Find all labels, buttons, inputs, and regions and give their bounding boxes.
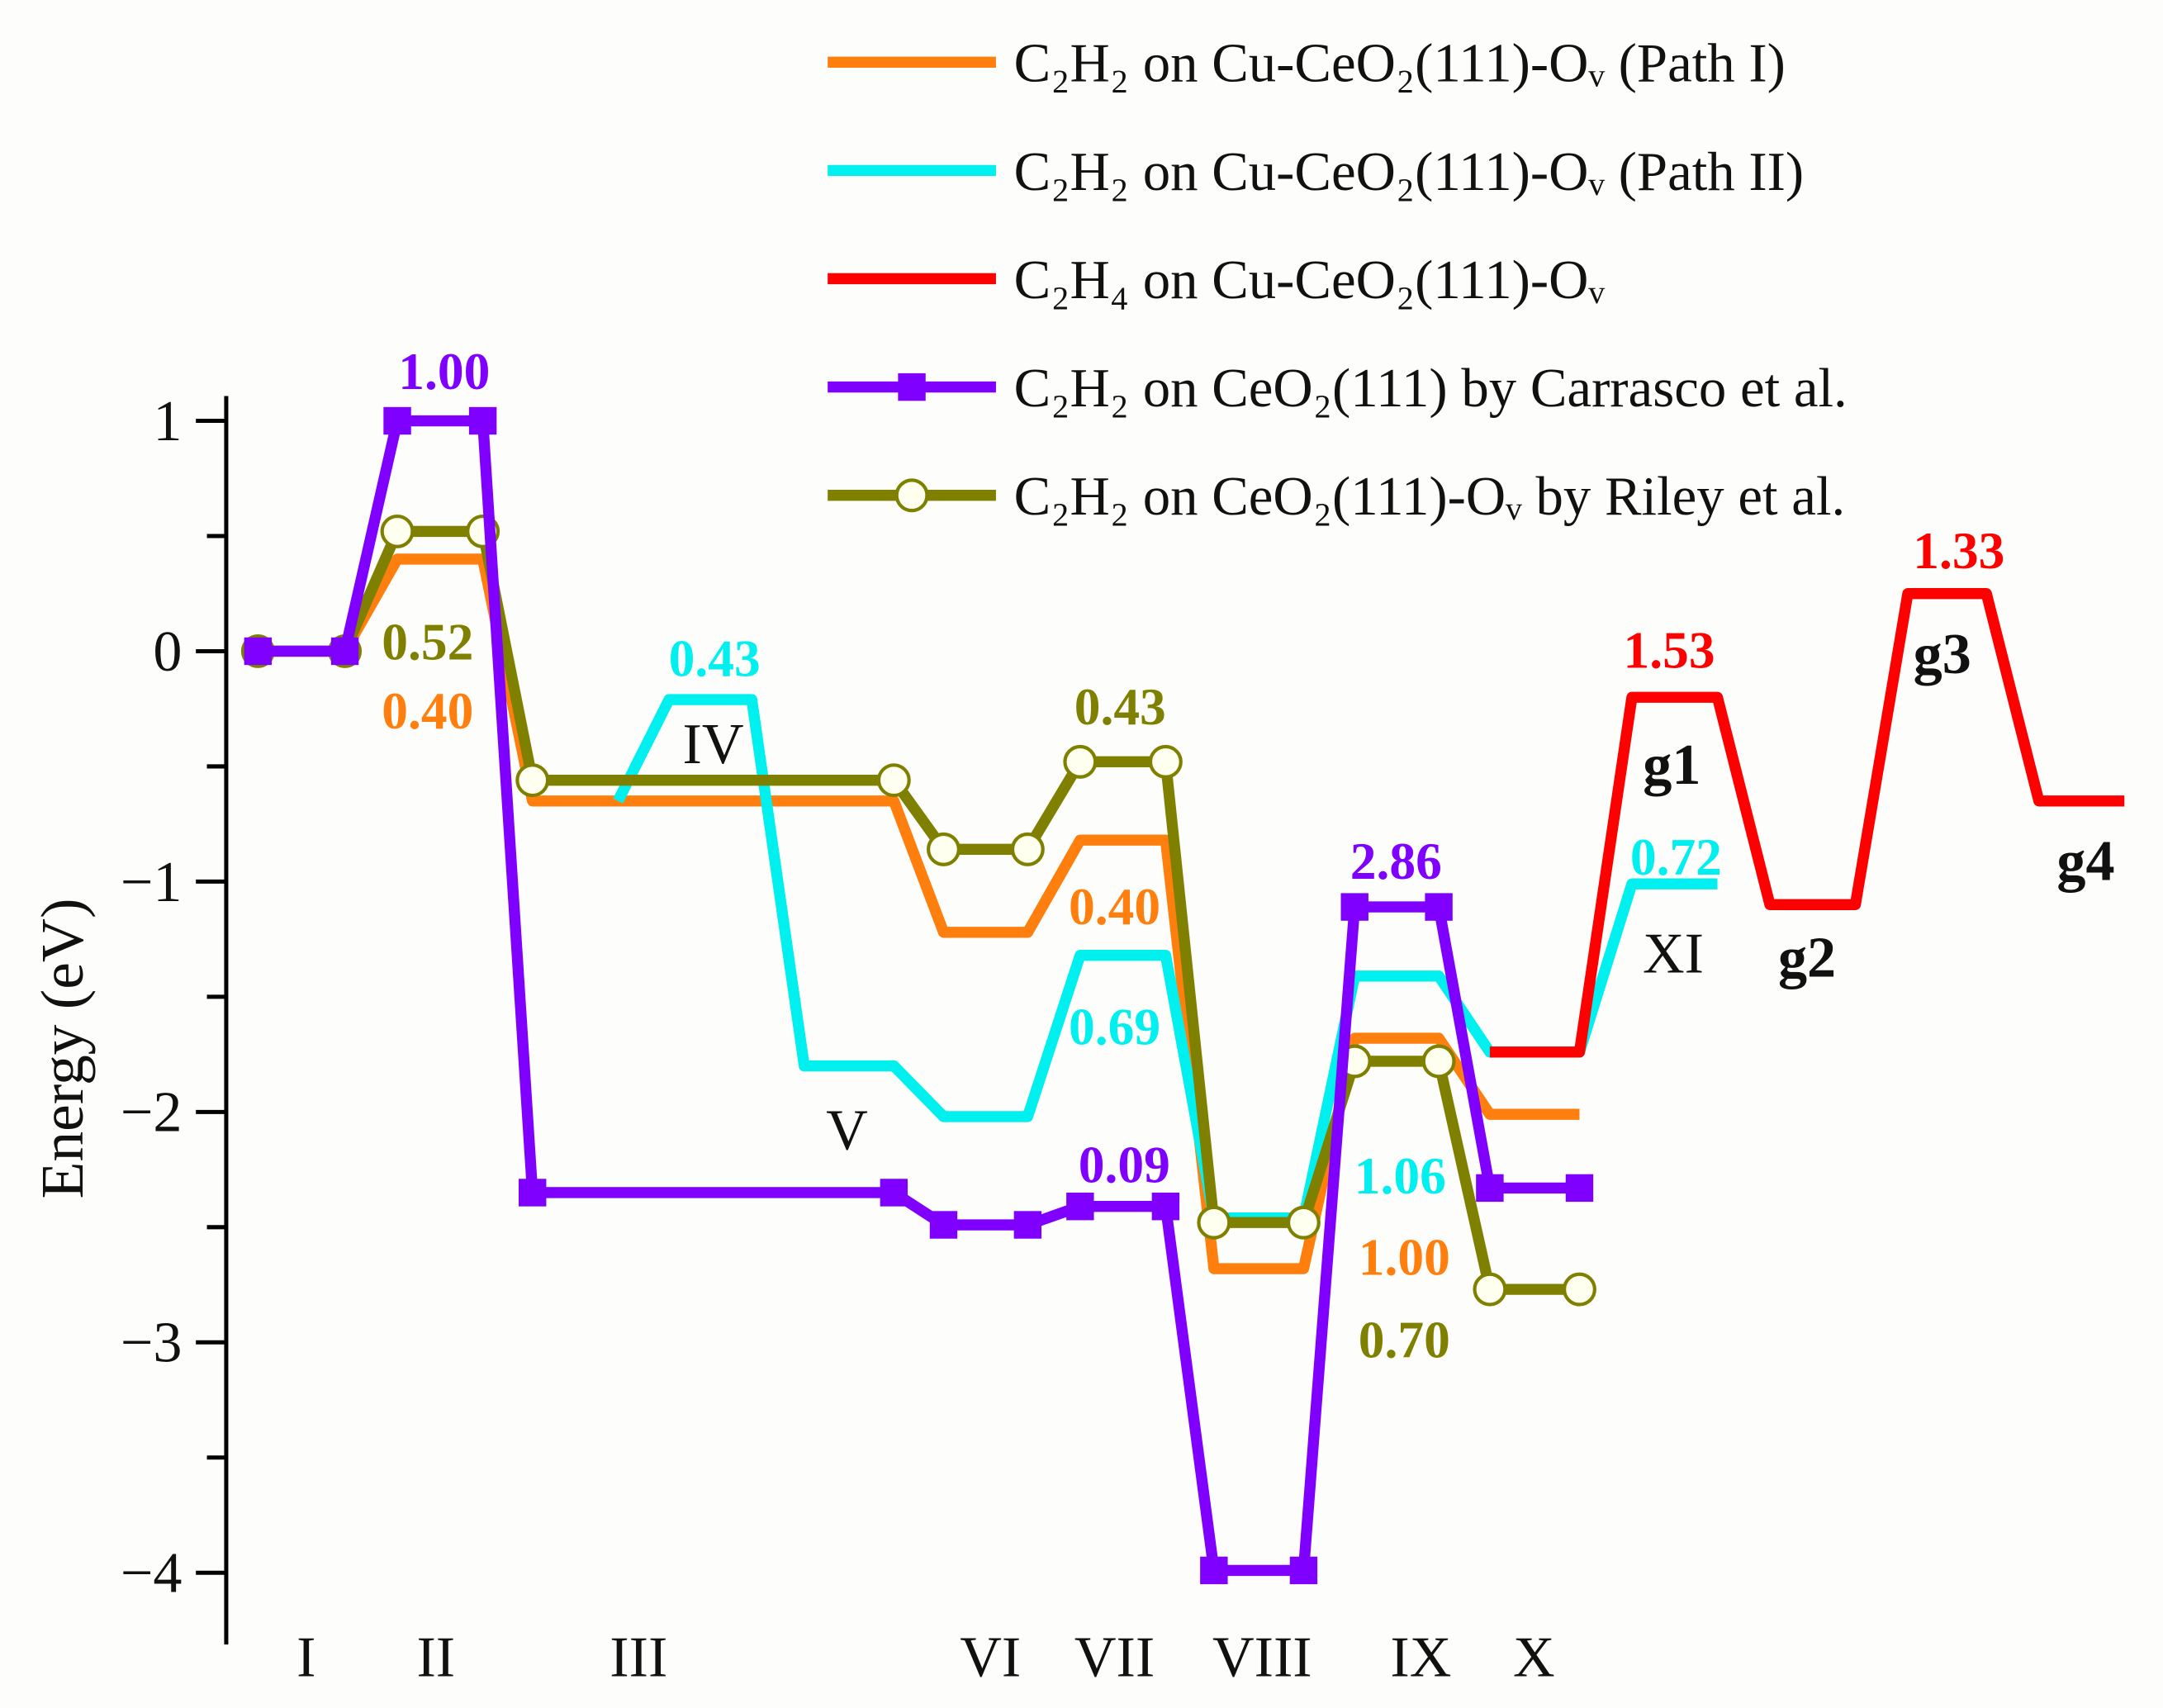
x-state-label: X [1513, 1625, 1555, 1689]
data-point-square [1151, 1193, 1180, 1221]
data-point-circle [380, 514, 415, 548]
y-tick-label: −4 [121, 1541, 183, 1606]
legend-item: C₂H₂ on Cu-CeO₂(111)-Oᵥ (Path II) [828, 141, 1804, 202]
state-label: g4 [2056, 829, 2114, 894]
data-point-square [1013, 1211, 1042, 1239]
legend-label: C₂H₄ on Cu-CeO₂(111)-Oᵥ [1014, 249, 1606, 311]
data-point-square [1476, 1174, 1504, 1203]
y-tick-label: −2 [121, 1080, 183, 1145]
data-point-circle [1421, 1044, 1456, 1079]
state-label: g3 [1914, 622, 1971, 686]
data-point-square [468, 406, 497, 435]
data-point-circle [1563, 1272, 1596, 1307]
x-state-label: VI [960, 1625, 1021, 1689]
x-state-label: IX [1390, 1625, 1451, 1689]
energy-barrier-label: 1.00 [1359, 1227, 1450, 1286]
legend-label: C₂H₂ on Cu-CeO₂(111)-Oᵥ (Path II) [1014, 141, 1804, 202]
energy-barrier-label: 1.06 [1354, 1146, 1446, 1205]
annotations: 1.00 0.52 0.40 0.43 0.43 0.40 0.69 0.09 2.86 1.06… [382, 342, 2114, 1369]
legend-label: C₂H₂ on CeO₂(111) by Carrasco et al. [1014, 358, 1848, 419]
energy-barrier-label: 0.40 [382, 681, 473, 740]
series-line [1489, 588, 2125, 1058]
energy-barrier-label: 0.43 [1074, 677, 1166, 736]
series-line [258, 553, 1580, 1274]
legend-item: C₂H₄ on Cu-CeO₂(111)-Oᵥ [828, 249, 1605, 311]
data-point-circle [1010, 832, 1045, 866]
state-label: g1 [1643, 733, 1701, 797]
state-label: g2 [1778, 926, 1836, 990]
legend-label: C₂H₂ on CeO₂(111)-Oᵥ by Riley et al. [1014, 466, 1846, 527]
x-state-label: I [296, 1625, 315, 1689]
data-point-square [330, 637, 359, 666]
legend-item: C₂H₂ on Cu-CeO₂(111)-Oᵥ (Path I) [828, 33, 1786, 94]
series-group [240, 406, 2125, 1585]
data-point-square [383, 406, 411, 435]
legend-item: C₂H₂ on CeO₂(111)-Oᵥ by Riley et al. [828, 466, 1845, 527]
data-point-square [1066, 1193, 1094, 1221]
state-label: IV [683, 712, 744, 776]
y-tick-label: −1 [121, 850, 183, 914]
data-point-circle [1148, 744, 1183, 779]
y-tick-label: 1 [153, 389, 182, 453]
energy-barrier-label: 2.86 [1350, 832, 1442, 890]
legend-label: C₂H₂ on Cu-CeO₂(111)-Oᵥ (Path I) [1014, 33, 1786, 94]
x-state-label: III [610, 1625, 667, 1689]
energy-barrier-label: 0.09 [1079, 1136, 1170, 1194]
data-point-circle [1063, 744, 1098, 779]
energy-barrier-label: 1.00 [398, 342, 490, 401]
series-line [258, 415, 1580, 1577]
data-point-square [244, 637, 273, 666]
legend-marker-square [898, 372, 926, 401]
data-point-circle [927, 832, 961, 866]
energy-barrier-label: 0.40 [1069, 877, 1160, 936]
energy-barrier-label: 0.70 [1359, 1311, 1450, 1369]
data-point-square [1289, 1556, 1318, 1585]
x-state-label: VIII [1212, 1625, 1312, 1689]
data-point-square [519, 1179, 547, 1207]
y-tick-label: 0 [153, 619, 182, 684]
data-point-square [880, 1179, 908, 1207]
data-point-circle [1473, 1272, 1507, 1307]
data-point-square [1565, 1174, 1594, 1203]
y-axis-title: Energy (eV) [29, 899, 96, 1199]
state-label: V [826, 1098, 868, 1162]
legend: C₂H₂ on Cu-CeO₂(111)-Oᵥ (Path I) C₂H₂ on … [828, 33, 1848, 527]
energy-barrier-label: 1.53 [1624, 621, 1715, 680]
data-point-square [1425, 893, 1453, 921]
data-point-circle [1286, 1205, 1321, 1240]
data-point-circle [876, 763, 911, 798]
data-point-square [1340, 893, 1368, 921]
data-point-circle [515, 763, 550, 798]
data-point-circle [1197, 1205, 1231, 1240]
legend-marker-circle [894, 478, 929, 513]
energy-barrier-label: 0.52 [382, 612, 473, 671]
energy-barrier-label: 1.33 [1913, 521, 2004, 580]
data-point-square [929, 1211, 958, 1239]
x-state-label: VII [1074, 1625, 1155, 1689]
energy-barrier-label: 0.72 [1630, 828, 1722, 886]
energy-barrier-label: 0.69 [1069, 997, 1160, 1056]
x-state-label: II [416, 1625, 455, 1689]
y-tick-label: −3 [121, 1311, 183, 1375]
state-label: XI [1643, 922, 1704, 986]
energy-barrier-label: 0.43 [669, 629, 761, 688]
legend-item: C₂H₂ on CeO₂(111) by Carrasco et al. [828, 358, 1848, 419]
series-line [258, 525, 1580, 1295]
data-point-square [1200, 1556, 1228, 1585]
